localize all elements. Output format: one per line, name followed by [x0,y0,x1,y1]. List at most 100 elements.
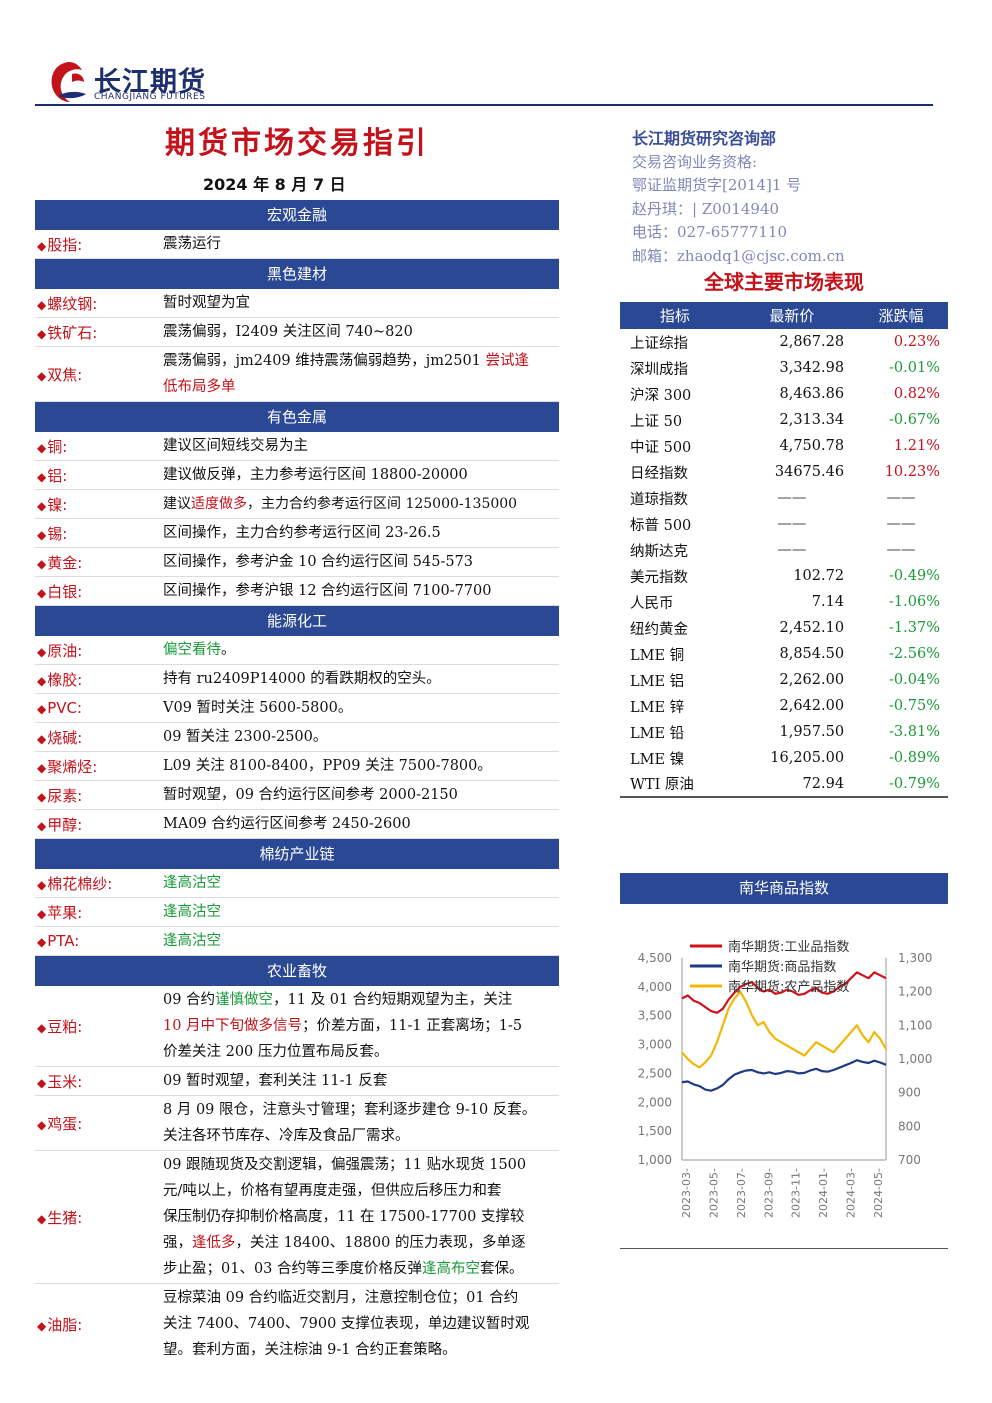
col-indicator: 指标 [620,302,730,329]
diamond-icon: ◆ [37,673,47,688]
diamond-icon: ◆ [37,498,47,513]
x-tick-label: 2024-01- [817,1168,830,1218]
diamond-icon: ◆ [37,760,47,775]
indicator-name: 标普 500 [630,517,692,534]
row-apple: ◆苹果: 逢高沽空 [35,898,559,927]
diamond-icon: ◆ [37,368,47,383]
legend-label-1: 南华期货:商品指数 [728,959,836,975]
row-corn: ◆玉米: 09 暂时观望，套利关注 11-1 反套 [35,1067,559,1096]
change-pct: -1.06% [889,594,940,610]
latest-price: 7.14 [811,594,845,610]
row-hog: ◆生猪: 09 跟随现货及交割逻辑，偏强震荡；11 贴水现货 1500 元/吨以… [35,1151,559,1284]
table-row: 人民币 7.14 -1.06% [620,589,948,615]
left-tick-label: 2,000 [638,1095,672,1109]
phone: 电话：027-65777110 [632,223,788,241]
indicator-name: 深圳成指 [630,361,688,378]
table-row: 纳斯达克 —— —— [620,537,948,563]
right-tick-label: 800 [898,1119,921,1133]
analyst: 赵丹琪：| Z0014940 [632,199,780,218]
left-tick-label: 1,500 [638,1124,672,1138]
diamond-icon: ◆ [37,1318,47,1333]
diamond-icon: ◆ [37,702,47,716]
change-pct: 0.82% [893,386,940,402]
row-pta: ◆PTA: 逢高沽空 [35,927,559,956]
report-date: 2024 年 8 月 7 日 [203,175,346,194]
indicator-name: 上证综指 [630,335,688,352]
change-pct: -0.67% [889,412,940,428]
chart-title: 南华商品指数 [620,873,948,904]
company-logo: 长江期货 CHANGJIANG FUTURES [46,58,236,104]
table-row: LME 锌 2,642.00 -0.75% [620,693,948,719]
table-row: LME 铝 2,262.00 -0.04% [620,667,948,693]
latest-price: 2,262.00 [779,672,845,688]
section-nonferrous: 有色金属 [35,402,559,432]
diamond-icon: ◆ [37,1020,47,1035]
left-tick-label: 1,000 [638,1153,672,1167]
chart-divider [620,1248,948,1249]
row-egg: ◆鸡蛋: 8 月 09 限仓，注意头寸管理；套利逐步建仓 9-10 反套。 关注各… [35,1096,559,1151]
latest-price: —— [777,542,807,558]
row-iron-ore: ◆铁矿石: 震荡偏弱，I2409 关注区间 740~820 [35,318,559,347]
diamond-icon: ◆ [37,238,47,253]
diamond-icon: ◆ [37,297,47,312]
table-row: 中证 500 4,750.78 1.21% [620,433,948,459]
email: 邮箱：zhaodq1@cjsc.com.cn [632,246,845,265]
left-tick-label: 2,500 [638,1066,672,1080]
indicator-name: 日经指数 [630,465,688,482]
diamond-icon: ◆ [37,556,47,571]
table-row: 上证 50 2,313.34 -0.67% [620,407,948,433]
change-pct: -0.49% [889,568,940,584]
indicator-name: LME 镍 [630,751,685,768]
section-macro: 宏观金融 [35,200,559,230]
left-tick-label: 4,000 [638,980,672,994]
table-row: LME 铜 8,854.50 -2.56% [620,641,948,667]
row-stock-index: ◆股指: 震荡运行 [35,230,559,259]
row-polyolefin: ◆聚烯烃: L09 关注 8100-8400，PP09 关注 7500-7800… [35,752,559,781]
right-tick-label: 700 [898,1153,921,1167]
row-aluminum: ◆铝: 建议做反弹，主力参考运行区间 18800-20000 [35,461,559,490]
row-crude: ◆原油: 偏空看待。 [35,636,559,665]
x-tick-label: 2024-03- [845,1168,858,1218]
left-tick-label: 3,500 [638,1009,672,1023]
indicator-name: 人民币 [630,595,674,612]
latest-price: 2,642.00 [779,698,845,714]
row-gold: ◆黄金: 区间操作，参考沪金 10 合约运行区间 545-573 [35,548,559,577]
table-row: 标普 500 —— —— [620,511,948,537]
section-energy: 能源化工 [35,606,559,636]
latest-price: 1,957.50 [779,724,845,740]
table-row: 沪深 300 8,463.86 0.82% [620,381,948,407]
series-line-1 [681,1059,887,1092]
license-number: 鄂证监期货字[2014]1 号 [632,176,802,194]
indicator-name: LME 铝 [630,673,685,690]
legend-label-0: 南华期货:工业品指数 [728,939,849,955]
latest-price: 8,854.50 [779,646,845,662]
row-cotton: ◆棉花棉纱: 逢高沽空 [35,869,559,898]
right-tick-label: 1,300 [898,951,932,965]
right-tick-label: 1,000 [898,1052,932,1066]
change-pct: -0.89% [889,750,940,766]
x-tick-label: 2024-05- [872,1168,885,1218]
table-row: 上证综指 2,867.28 0.23% [620,329,948,355]
diamond-icon: ◆ [37,1211,47,1226]
row-oils: ◆油脂: 豆棕菜油 09 合约临近交割月，注意控制仓位；01 合约 关注 740… [37,1290,530,1358]
license-label: 交易咨询业务资格: [632,152,758,171]
diamond-icon: ◆ [37,906,47,921]
row-copper: ◆铜: 建议区间短线交易为主 [35,432,559,461]
change-pct: 1.21% [893,438,940,454]
change-pct: -0.75% [889,698,940,714]
latest-price: 8,463.86 [779,386,845,402]
contact-info: 长江期货研究咨询部 交易咨询业务资格: 鄂证监期货字[2014]1 号 赵丹琪：… [632,127,845,268]
diamond-icon: ◆ [37,789,47,804]
change-pct: 0.23% [893,334,940,350]
indicator-name: LME 铅 [630,725,685,742]
diamond-icon: ◆ [37,818,47,833]
section-cotton-chain: 棉纺产业链 [35,839,559,869]
latest-price: 3,342.98 [779,360,845,376]
change-pct: 10.23% [884,464,940,480]
section-black: 黑色建材 [35,259,559,289]
left-tick-label: 3,000 [638,1038,672,1052]
table-row: LME 铅 1,957.50 -3.81% [620,719,948,745]
legend-label-2: 南华期货:农产品指数 [728,979,849,995]
logo-text: 长江期货 [94,67,206,98]
indicator-name: 纽约黄金 [630,621,688,638]
